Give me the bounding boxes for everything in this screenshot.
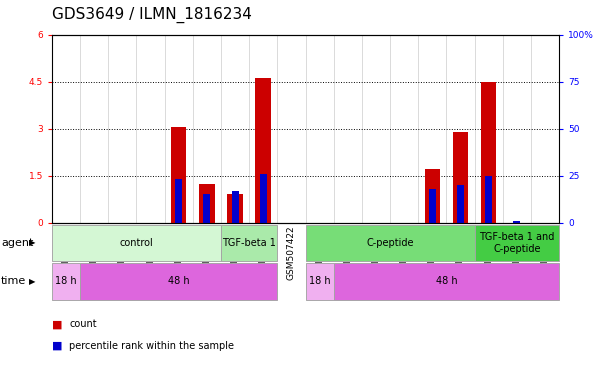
Bar (199, 184, 214, 223)
Bar (232, 191, 238, 223)
Bar (255, 78, 271, 223)
Text: TGF-beta 1: TGF-beta 1 (222, 238, 276, 248)
Text: 18 h: 18 h (55, 276, 77, 286)
Bar (175, 179, 182, 223)
Bar (457, 185, 464, 223)
Bar (260, 174, 267, 223)
Text: GDS3649 / ILMN_1816234: GDS3649 / ILMN_1816234 (52, 7, 252, 23)
Bar (481, 82, 496, 223)
Text: count: count (69, 319, 97, 329)
Bar (425, 169, 440, 223)
Bar (203, 195, 210, 223)
Text: agent: agent (1, 238, 34, 248)
Text: 48 h: 48 h (436, 276, 457, 286)
Text: TGF-beta 1 and
C-peptide: TGF-beta 1 and C-peptide (479, 232, 555, 254)
Text: 18 h: 18 h (309, 276, 331, 286)
Text: time: time (1, 276, 26, 286)
Text: ■: ■ (52, 341, 62, 351)
Text: control: control (120, 238, 153, 248)
Text: percentile rank within the sample: percentile rank within the sample (69, 341, 234, 351)
Bar (227, 195, 243, 223)
Text: C-peptide: C-peptide (366, 238, 414, 248)
Bar (485, 176, 492, 223)
Text: ■: ■ (52, 319, 62, 329)
Bar (171, 127, 186, 223)
Bar (429, 189, 436, 223)
Bar (453, 132, 468, 223)
Text: 48 h: 48 h (168, 276, 189, 286)
Bar (513, 221, 521, 223)
Text: ▶: ▶ (29, 238, 36, 247)
Text: ▶: ▶ (29, 277, 36, 286)
